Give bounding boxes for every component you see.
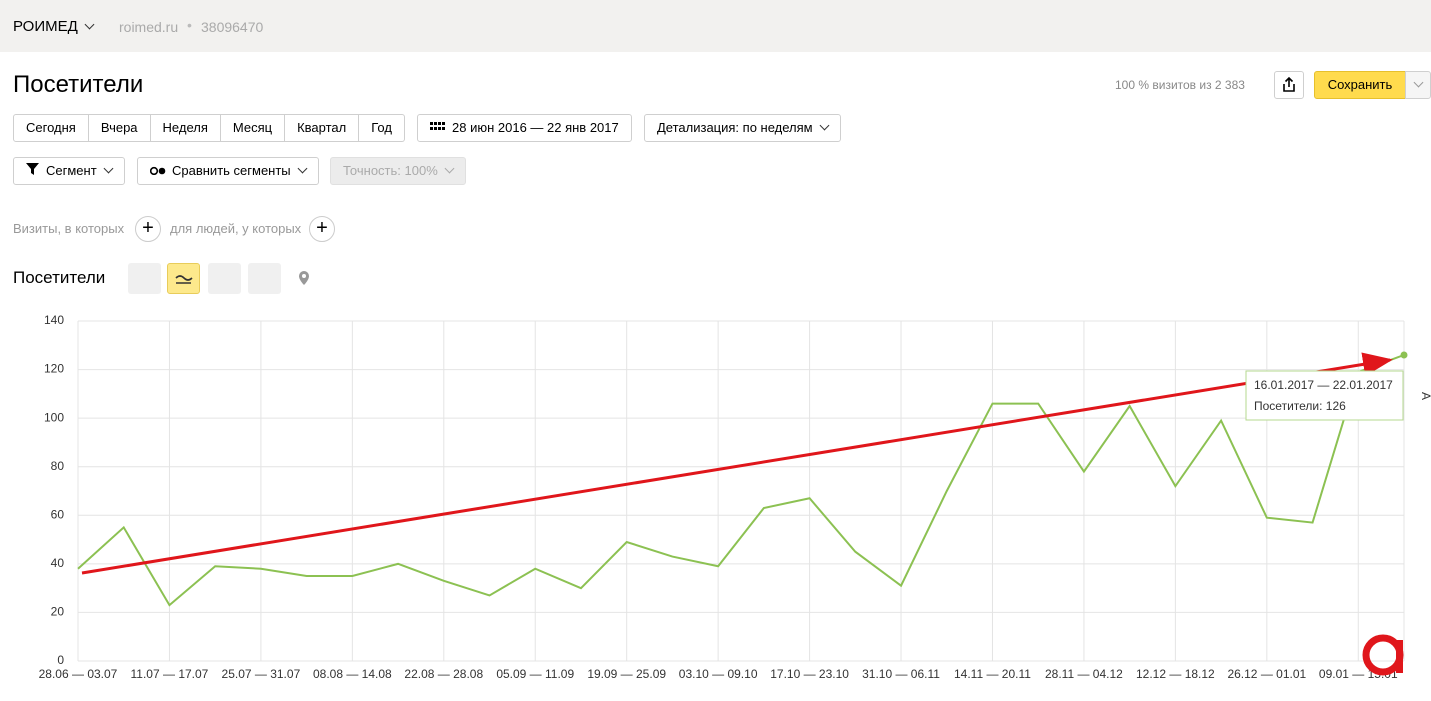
x-tick-label: 12.12 — 18.12 — [1136, 667, 1215, 681]
period-button[interactable]: Неделя — [150, 114, 221, 142]
date-range: 28 июн 2016 — 22 янв 2017 — [452, 120, 619, 135]
compare-label: Сравнить сегменты — [172, 163, 291, 178]
x-tick-label: 08.08 — 14.08 — [313, 667, 392, 681]
scroll-hint: A — [1419, 392, 1431, 400]
accuracy-select[interactable]: Точность: 100% — [330, 157, 466, 185]
visits-info: 100 % визитов из 2 383 — [1115, 78, 1245, 92]
y-tick-label: 140 — [44, 313, 64, 327]
x-tick-label: 14.11 — 20.11 — [954, 667, 1031, 681]
brand[interactable]: РОИМЕД — [13, 18, 78, 35]
detail-label: Детализация: по неделям — [657, 120, 813, 135]
logo — [1362, 634, 1404, 676]
separator: • — [187, 17, 192, 33]
y-tick-label: 100 — [44, 410, 64, 424]
x-tick-label: 19.09 — 25.09 — [587, 667, 666, 681]
x-tick-label: 17.10 — 23.10 — [770, 667, 849, 681]
segment-button[interactable]: Сегмент — [13, 157, 125, 185]
top-bar — [0, 0, 1431, 52]
y-tick-label: 120 — [44, 362, 64, 376]
period-group: Сегодня Вчера Неделя Месяц Квартал Год — [13, 114, 405, 142]
trend-arrow — [81, 352, 1393, 575]
export-button[interactable] — [1274, 71, 1304, 99]
filter-people: для людей, у которых — [170, 221, 302, 236]
chart-section-title: Посетители — [13, 268, 106, 287]
brand-menu[interactable]: РОИМЕД — [13, 18, 95, 35]
calendar-icon — [430, 122, 445, 130]
period-button[interactable]: Вчера — [88, 114, 151, 142]
bar-chart-toggle[interactable] — [248, 263, 281, 294]
x-tick-label: 26.12 — 01.01 — [1227, 667, 1306, 681]
x-tick-label: 31.10 — 06.11 — [862, 667, 940, 681]
x-tick-label: 22.08 — 28.08 — [404, 667, 483, 681]
page-title: Посетители — [13, 71, 144, 98]
site: roimed.ru — [119, 19, 179, 35]
period-button[interactable]: Сегодня — [13, 114, 89, 142]
save-button[interactable]: Сохранить — [1314, 71, 1406, 99]
compare-icon — [149, 166, 166, 176]
counter-id: 38096470 — [201, 19, 264, 35]
x-tick-label: 28.06 — 03.07 — [39, 667, 118, 681]
y-tick-label: 60 — [51, 507, 65, 521]
x-tick-label: 28.11 — 04.12 — [1045, 667, 1123, 681]
period-button[interactable]: Квартал — [285, 114, 360, 142]
x-tick-label: 03.10 — 09.10 — [679, 667, 758, 681]
chart: 0 20 40 60 80 100 120 140 28.06 — 03.07 11.07 — 1… — [39, 313, 1431, 681]
save-menu[interactable] — [1405, 71, 1431, 99]
compare-button[interactable]: Сравнить сегменты — [137, 157, 319, 185]
tooltip-box — [1245, 370, 1404, 421]
pie-chart-toggle[interactable] — [128, 263, 161, 294]
accuracy-label: Точность: 100% — [343, 163, 438, 178]
line-chart-toggle[interactable] — [167, 263, 200, 294]
filter-visits: Визиты, в которых — [13, 221, 125, 236]
add-people-filter[interactable]: + — [309, 216, 335, 242]
period-button[interactable]: Год — [359, 114, 405, 142]
area-chart-toggle[interactable] — [208, 263, 241, 294]
tooltip-title: 16.01.2017 — 22.01.2017 — [1254, 378, 1393, 392]
line-icon — [175, 275, 193, 284]
x-tick-label: 25.07 — 31.07 — [222, 667, 301, 681]
tooltip: 16.01.2017 — 22.01.2017 Посетители: 126 — [1245, 370, 1404, 421]
highlight-point — [1400, 351, 1408, 359]
x-tick-label: 05.09 — 11.09 — [496, 667, 574, 681]
add-visit-filter[interactable]: + — [135, 216, 161, 242]
y-tick-label: 0 — [57, 653, 64, 667]
y-tick-label: 20 — [51, 605, 65, 619]
grid: 0 20 40 60 80 100 120 140 28.06 — 03.07 11.07 — 1… — [39, 313, 1405, 681]
y-tick-label: 80 — [51, 459, 65, 473]
y-tick-label: 40 — [51, 556, 65, 570]
tooltip-text: Посетители: 126 — [1254, 399, 1346, 413]
filter-icon — [26, 163, 39, 175]
export-icon — [1283, 76, 1295, 92]
data-line — [77, 354, 1405, 607]
date-picker[interactable]: 28 июн 2016 — 22 янв 2017 — [417, 114, 632, 142]
map-toggle[interactable] — [296, 270, 312, 286]
detail-select[interactable]: Детализация: по неделям — [644, 114, 841, 142]
map-icon — [299, 271, 309, 285]
period-button[interactable]: Месяц — [220, 114, 286, 142]
segment-label: Сегмент — [46, 163, 97, 178]
x-tick-label: 11.07 — 17.07 — [131, 667, 209, 681]
plot — [77, 351, 1408, 607]
